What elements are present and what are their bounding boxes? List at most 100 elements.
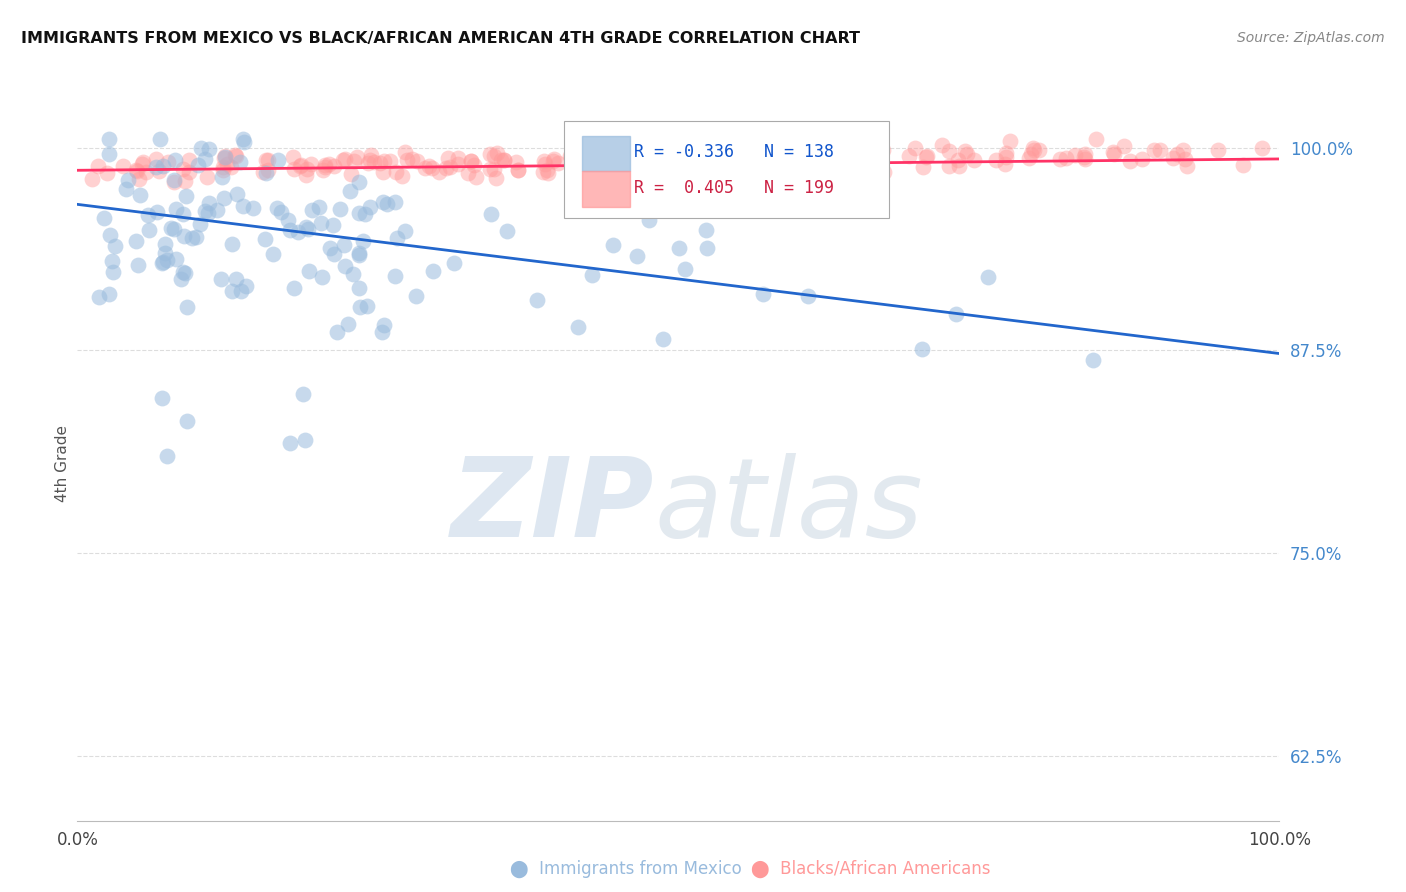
Point (127, 164, 149, 178)
Point (347, 206, 370, 220)
Point (505, 155, 527, 169)
Point (214, 149, 236, 163)
Point (349, 247, 371, 261)
Point (117, 173, 139, 187)
Point (740, 160, 762, 174)
Point (373, 164, 395, 178)
Point (111, 160, 134, 174)
Point (986, 153, 1008, 167)
Point (588, 157, 610, 171)
Point (783, 143, 806, 157)
Point (912, 160, 935, 174)
Point (225, 149, 247, 163)
Point (1206, 143, 1229, 157)
Point (948, 160, 970, 174)
Point (463, 157, 485, 171)
Point (163, 175, 186, 189)
Point (492, 153, 515, 167)
Text: R =  0.405   N = 199: R = 0.405 N = 199 (634, 178, 834, 196)
Point (482, 149, 505, 163)
Point (370, 326, 392, 340)
Point (533, 157, 555, 171)
Point (356, 299, 378, 313)
Point (526, 293, 548, 307)
Point (270, 205, 292, 219)
Point (904, 141, 927, 155)
Point (197, 170, 219, 185)
Point (254, 166, 277, 180)
Point (945, 306, 967, 320)
Point (661, 153, 683, 167)
Point (198, 142, 221, 156)
Point (790, 153, 813, 167)
Point (132, 154, 155, 169)
Point (229, 155, 252, 169)
Point (565, 152, 588, 166)
Point (156, 449, 179, 463)
Point (627, 201, 650, 215)
Point (668, 241, 690, 255)
Point (787, 164, 810, 178)
Point (173, 174, 195, 188)
Point (283, 161, 305, 176)
Text: IMMIGRANTS FROM MEXICO VS BLACK/AFRICAN AMERICAN 4TH GRADE CORRELATION CHART: IMMIGRANTS FROM MEXICO VS BLACK/AFRICAN … (21, 31, 860, 46)
Point (150, 391, 173, 405)
Point (572, 160, 595, 174)
Point (420, 161, 443, 175)
Text: R = -0.336   N = 138: R = -0.336 N = 138 (634, 143, 834, 161)
Point (231, 284, 253, 298)
Point (733, 148, 755, 162)
Point (1073, 150, 1095, 164)
Point (562, 168, 585, 182)
Point (429, 165, 451, 179)
Point (1019, 147, 1042, 161)
Point (652, 332, 675, 346)
Point (1018, 151, 1040, 165)
Point (214, 150, 236, 164)
Point (295, 220, 318, 235)
Point (578, 149, 600, 163)
Point (335, 152, 357, 166)
Point (150, 256, 173, 270)
Point (333, 238, 356, 252)
Point (190, 141, 212, 155)
Point (373, 194, 395, 209)
Text: ZIP: ZIP (451, 453, 654, 560)
Point (415, 161, 437, 175)
Point (434, 161, 457, 175)
Point (486, 146, 509, 161)
Point (131, 157, 153, 171)
Point (290, 158, 312, 172)
Point (169, 272, 191, 286)
Point (751, 286, 773, 301)
Point (152, 159, 174, 173)
Point (97, 132, 120, 146)
Point (749, 142, 772, 156)
Point (295, 169, 318, 183)
Point (346, 150, 368, 164)
Point (569, 163, 592, 178)
Point (232, 199, 254, 213)
Point (460, 154, 482, 169)
Point (184, 230, 207, 244)
Point (626, 249, 648, 263)
Point (165, 202, 187, 216)
Point (1149, 143, 1171, 157)
Point (179, 165, 201, 179)
Point (176, 300, 198, 314)
Text: ⬤  Immigrants from Mexico: ⬤ Immigrants from Mexico (510, 860, 742, 878)
Point (101, 253, 124, 268)
Point (938, 159, 960, 173)
Point (135, 164, 157, 178)
Point (496, 224, 519, 238)
Point (695, 153, 717, 167)
Point (314, 159, 336, 173)
Point (457, 166, 479, 180)
Point (163, 172, 186, 186)
Point (352, 234, 374, 248)
Point (298, 264, 321, 278)
Point (813, 149, 835, 163)
Point (297, 162, 319, 177)
Point (666, 145, 689, 159)
Point (329, 202, 352, 217)
